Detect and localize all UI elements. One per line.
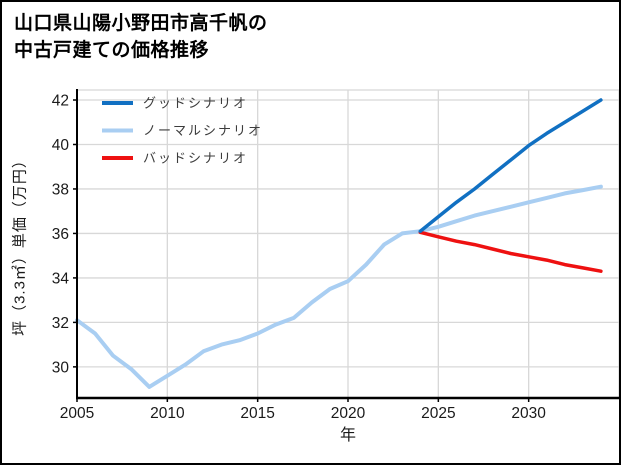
y-tick-label: 36 (52, 226, 69, 243)
chart-title: 山口県山陽小野田市高千帆の 中古戸建ての価格推移 (14, 10, 268, 64)
x-tick-label: 2010 (150, 405, 185, 422)
x-tick-label: 2025 (421, 405, 455, 422)
series-normal-line (75, 184, 603, 389)
legend-label: バッドシナリオ (143, 151, 248, 166)
legend-label: ノーマルシナリオ (143, 123, 263, 138)
x-tick-label: 2030 (511, 405, 546, 422)
y-axis-label: 坪（3.3㎡）単価（万円） (11, 152, 29, 336)
y-tick-label: 42 (52, 93, 69, 110)
y-tick-label: 40 (52, 137, 70, 154)
x-tick-label: 2020 (331, 405, 366, 422)
y-tick-label: 32 (52, 315, 69, 332)
chart-title-line2: 中古戸建ての価格推移 (14, 40, 210, 61)
x-axis-label: 年 (339, 427, 356, 444)
x-tick-label: 2005 (60, 405, 94, 422)
x-tick-label: 2015 (240, 405, 274, 422)
y-tick-label: 30 (52, 359, 70, 376)
chart-title-line1: 山口県山陽小野田市高千帆の (14, 13, 268, 34)
y-tick-label: 38 (52, 181, 69, 198)
legend-label: グッドシナリオ (143, 96, 248, 111)
series-good-line (418, 98, 603, 233)
series-bad-line (418, 230, 603, 273)
y-tick-label: 34 (52, 270, 70, 287)
